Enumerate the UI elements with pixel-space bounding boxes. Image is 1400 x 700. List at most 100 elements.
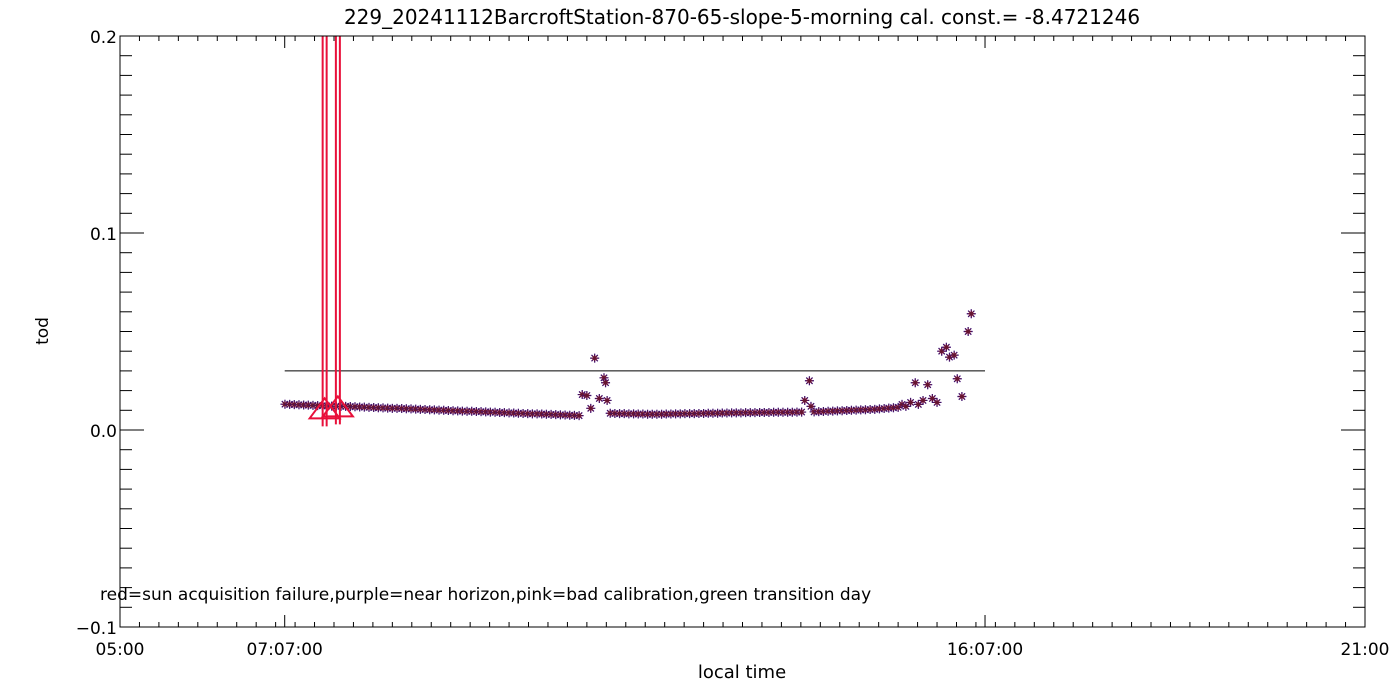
data-point-group [313,401,323,411]
data-point-group [851,405,861,415]
data-point-group [846,405,856,415]
data-point [383,403,393,413]
data-point [800,395,810,405]
data-point-group [952,374,962,384]
data-point [490,407,500,417]
data-point [923,380,933,390]
data-point [910,378,920,388]
y-tick-label: 0.0 [90,422,117,442]
data-point [818,406,828,416]
data-point [666,409,676,419]
data-point-group [966,309,976,319]
x-tick-label: 07:07:00 [247,640,323,660]
data-point [313,401,323,411]
data-point [680,409,690,419]
data-point-group [755,407,765,417]
data-point-group [560,410,570,420]
data-point [906,397,916,407]
data-point [569,410,579,420]
data-point-group [518,408,528,418]
data-point-group [832,406,842,416]
data-point-group [699,408,709,418]
data-point [457,406,467,416]
data-point [731,408,741,418]
data-point-group [913,399,923,409]
data-point [303,400,313,410]
plot-frame [119,35,1366,628]
data-point-group [941,342,951,352]
data-point-group [818,406,828,416]
data-point [359,402,369,412]
data-point-group [532,409,542,419]
data-point-group [870,404,880,414]
data-point-group [457,406,467,416]
data-point [541,409,551,419]
data-point [601,378,611,388]
data-point [560,410,570,420]
data-point-group [420,405,430,415]
data-point [661,409,671,419]
data-point-group [615,409,625,419]
x-tick-label: 05:00 [96,640,145,660]
data-point [289,400,299,410]
data-point-group [666,409,676,419]
failure-marker [320,36,355,425]
data-point-group [434,405,444,415]
data-point [364,402,374,412]
data-point [823,406,833,416]
data-point [624,409,634,419]
data-point-group [809,407,819,417]
data-point [652,409,662,419]
data-point-group [792,407,802,417]
data-point-group [590,353,600,363]
data-point [773,407,783,417]
data-point [769,407,779,417]
data-point [605,408,615,418]
data-point-group [842,405,852,415]
data-point [485,407,495,417]
data-point [913,399,923,409]
data-point-group [694,408,704,418]
data-point [745,408,755,418]
data-point [555,410,565,420]
data-point [792,407,802,417]
data-point-group [565,410,575,420]
data-point [657,409,667,419]
data-point-group [764,407,774,417]
data-point [949,350,959,360]
data-point-group [713,408,723,418]
data-point [629,409,639,419]
data-point-group [944,352,954,362]
data-point-group [594,393,604,403]
data-point-group [513,408,523,418]
data-point [513,408,523,418]
data-point-group [893,402,903,412]
data-point [804,376,814,386]
data-point [619,409,629,419]
data-point [832,406,842,416]
x-tick-label: 21:00 [1341,640,1390,660]
data-point [764,407,774,417]
data-point-group [750,408,760,418]
data-point [518,408,528,418]
legend-annotation: red=sun acquisition failure,purple=near … [100,585,871,605]
data-point-group [555,410,565,420]
data-point-group [949,350,959,360]
data-point-group [481,407,491,417]
data-point [717,408,727,418]
data-point-group [624,409,634,419]
data-point-group [602,395,612,405]
failure-triangle [307,396,342,420]
data-point-group [647,409,657,419]
data-point [860,405,870,415]
data-point-group [574,411,584,421]
y-axis-label: tod [33,317,53,345]
data-point-group [345,402,355,412]
data-point-group [299,400,309,410]
data-point-group [860,405,870,415]
data-point-group [888,403,898,413]
data-point-group [383,403,393,413]
data-point-group [783,407,793,417]
data-points [280,309,976,421]
data-point [837,406,847,416]
